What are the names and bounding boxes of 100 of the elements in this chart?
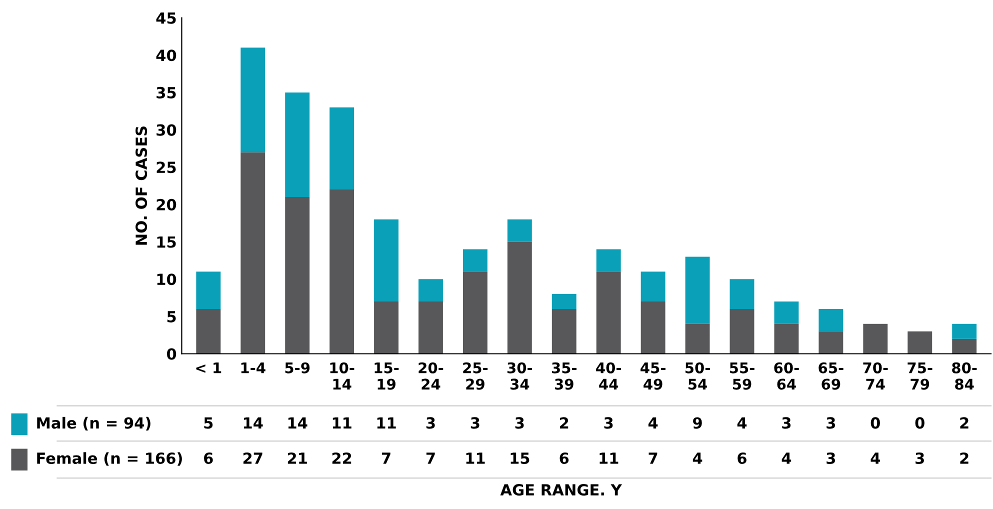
y-tick-label: 40	[156, 50, 176, 62]
x-tick-label: 35- 39	[552, 362, 577, 390]
data-label: 21	[288, 452, 307, 464]
bar	[374, 302, 398, 354]
data-label: 2	[560, 417, 568, 429]
bar	[774, 324, 799, 354]
bar	[952, 338, 977, 354]
bar	[507, 219, 532, 242]
bar	[285, 196, 310, 354]
x-tick-label: 70- 74	[863, 362, 888, 390]
bar	[596, 272, 621, 354]
data-label: 9	[693, 417, 702, 429]
data-label: 4	[870, 452, 880, 464]
bar	[285, 92, 310, 197]
bar	[908, 331, 932, 354]
x-tick-label: 55- 59	[730, 362, 754, 390]
data-label: 3	[826, 417, 836, 429]
y-tick-label: 10	[157, 274, 176, 286]
y-tick-label: 5	[167, 311, 176, 322]
y-tick-label: 35	[156, 86, 176, 98]
y-tick-label: 15	[157, 236, 176, 248]
data-label: 27	[243, 452, 262, 464]
x-tick-label: 40- 44	[596, 362, 621, 390]
x-tick-label: 20- 24	[418, 362, 444, 390]
bar	[863, 324, 888, 354]
data-label: 22	[332, 452, 352, 464]
x-tick-label: 30- 34	[507, 362, 532, 390]
y-tick-label: 20	[156, 198, 176, 210]
x-tick-label: 50- 54	[685, 362, 710, 390]
y-tick-label: 45	[156, 12, 176, 24]
data-label: 2	[960, 417, 968, 429]
x-tick-label: 1-4	[241, 362, 266, 374]
data-label: 14	[288, 417, 308, 429]
x-tick-label: 25- 29	[463, 362, 488, 390]
data-label: 0	[870, 417, 880, 429]
x-tick-label: < 1	[196, 362, 222, 374]
bar	[640, 272, 666, 302]
data-label: 14	[244, 417, 263, 429]
data-label: 11	[377, 417, 396, 429]
bar	[730, 279, 754, 309]
bar	[374, 219, 398, 302]
bar	[774, 302, 799, 324]
data-label: 2	[960, 452, 968, 464]
x-tick-label: 45- 49	[640, 362, 666, 390]
data-label: 7	[426, 452, 435, 464]
bar	[507, 242, 532, 354]
data-label: 3	[515, 417, 524, 429]
data-label: 3	[470, 417, 480, 429]
data-label: 7	[648, 452, 658, 464]
bar	[330, 190, 354, 354]
data-label: 6	[204, 452, 213, 464]
data-label: 3	[782, 417, 791, 429]
bar	[240, 48, 266, 152]
data-label: 11	[332, 417, 352, 429]
x-tick-label: 5-9	[285, 362, 310, 374]
bar	[685, 324, 710, 354]
data-label: 3	[426, 417, 435, 429]
data-label: 3	[604, 417, 613, 429]
bar	[640, 302, 666, 354]
bar	[196, 272, 221, 309]
bar	[596, 249, 621, 272]
data-label: 4	[782, 452, 792, 464]
legend-label: Male (n = 94)	[37, 416, 150, 431]
y-tick-label: 0	[166, 348, 176, 360]
bar	[552, 308, 576, 354]
bar	[330, 107, 354, 190]
data-label: 4	[737, 417, 747, 429]
legend-label: Female (n = 166)	[37, 452, 182, 466]
data-label: 7	[382, 452, 390, 464]
y-tick-label: 25	[156, 162, 176, 174]
x-tick-label: 15- 19	[374, 362, 399, 390]
bar	[240, 152, 266, 354]
x-tick-label: 80- 84	[952, 362, 977, 390]
bar	[462, 249, 488, 272]
bar	[196, 308, 221, 354]
data-label: 6	[560, 452, 569, 464]
x-tick-label: 65- 69	[818, 362, 844, 390]
text: AGE RANGE. Y	[500, 484, 622, 496]
data-label: 5	[204, 417, 213, 429]
data-label: 4	[692, 452, 702, 464]
data-label: 3	[916, 452, 924, 464]
data-label: 6	[738, 452, 746, 464]
bar	[552, 294, 576, 309]
x-tick-label: 75- 79	[908, 362, 932, 390]
x-tick-label: 10- 14	[330, 362, 354, 390]
bar	[818, 331, 844, 354]
y-axis-title: NO. OF CASES	[136, 126, 148, 245]
bar	[952, 324, 977, 339]
data-label: 11	[466, 452, 485, 464]
bar	[418, 302, 443, 354]
data-label: 11	[600, 452, 618, 464]
bar	[730, 308, 754, 354]
bar	[818, 308, 844, 332]
data-label: 3	[826, 452, 836, 464]
data-label: 4	[648, 417, 658, 429]
bar	[418, 279, 443, 302]
y-tick-label: 30	[156, 124, 176, 136]
data-label: 15	[510, 452, 530, 464]
bar	[685, 256, 710, 324]
x-tick-label: 60- 64	[774, 362, 799, 390]
